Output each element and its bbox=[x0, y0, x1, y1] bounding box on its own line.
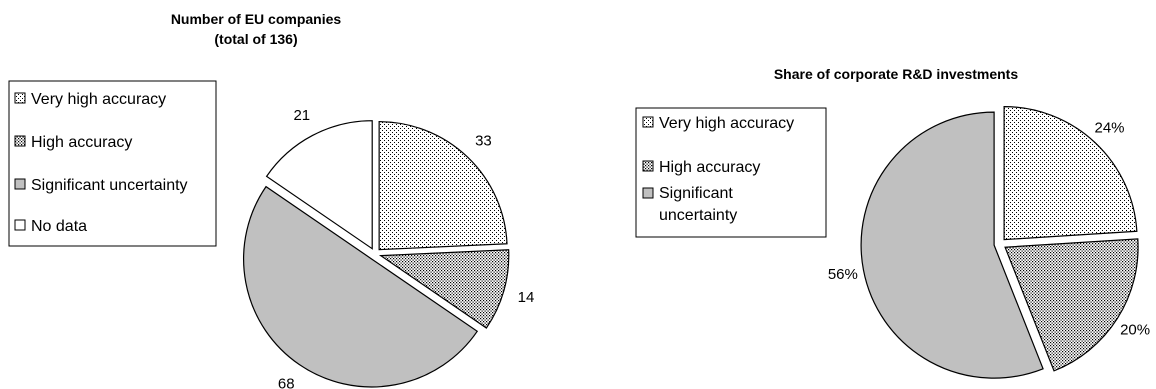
chart-2-legend-item: High accuracy bbox=[642, 159, 760, 176]
chart-1-legend-box bbox=[8, 80, 217, 247]
chart-2-legend-label-line-1: Significant bbox=[659, 185, 733, 202]
chart-2-legend-label-line-2: uncertainty bbox=[659, 207, 737, 224]
chart-2-title: Share of corporate R&D investments bbox=[774, 66, 1018, 82]
chart-1-legend-item: No data bbox=[14, 218, 87, 235]
chart-2-legend-item: Significant uncertainty bbox=[642, 185, 737, 224]
pie-slice bbox=[378, 121, 508, 251]
pie-data-label: 68 bbox=[278, 376, 295, 389]
pie-slice bbox=[1003, 106, 1138, 241]
pie-data-label: 20% bbox=[1120, 322, 1150, 339]
chart-1-legend-item: Significant uncertainty bbox=[14, 177, 188, 194]
legend-swatch bbox=[14, 135, 26, 147]
chart-2: Share of corporate R&D investments Very … bbox=[635, 66, 1150, 379]
chart-1-legend-label: Very high accuracy bbox=[31, 91, 166, 108]
chart-1-legend-label: Significant uncertainty bbox=[31, 177, 188, 194]
chart-2-legend-label: Very high accuracy bbox=[659, 115, 794, 132]
chart-1: Number of EU companies (total of 136) Ve… bbox=[8, 11, 535, 389]
chart-2-pie: 24% 20% 56% bbox=[828, 106, 1150, 379]
legend-swatch bbox=[14, 178, 26, 190]
pie-slice bbox=[860, 111, 1044, 379]
legend-swatch bbox=[14, 219, 26, 231]
chart-1-title-line-2: (total of 136) bbox=[214, 31, 297, 47]
chart-1-pie: 33 14 68 21 bbox=[243, 107, 535, 389]
pie-data-label: 14 bbox=[518, 289, 535, 306]
legend-swatch bbox=[14, 92, 26, 104]
pie-slice bbox=[243, 185, 479, 388]
chart-2-legend-box bbox=[635, 107, 827, 238]
chart-1-legend-label: No data bbox=[31, 218, 87, 235]
pie-data-label: 21 bbox=[293, 107, 310, 124]
chart-1-legend-label: High accuracy bbox=[31, 134, 132, 151]
chart-1-legend-item: High accuracy bbox=[14, 134, 132, 151]
pie-slice bbox=[265, 120, 373, 250]
pie-slice bbox=[1004, 238, 1139, 372]
chart-2-legend-label: High accuracy bbox=[659, 159, 760, 176]
pie-data-label: 24% bbox=[1095, 119, 1125, 136]
legend-swatch bbox=[642, 116, 654, 128]
pie-data-label: 56% bbox=[828, 266, 858, 283]
chart-2-legend-item: Very high accuracy bbox=[642, 115, 794, 132]
pie-slice bbox=[378, 249, 510, 329]
legend-swatch bbox=[642, 187, 654, 199]
legend-swatch bbox=[642, 160, 654, 172]
chart-1-title-line-1: Number of EU companies bbox=[171, 11, 342, 27]
chart-1-legend-item: Very high accuracy bbox=[14, 91, 166, 108]
pie-data-label: 33 bbox=[475, 132, 492, 149]
